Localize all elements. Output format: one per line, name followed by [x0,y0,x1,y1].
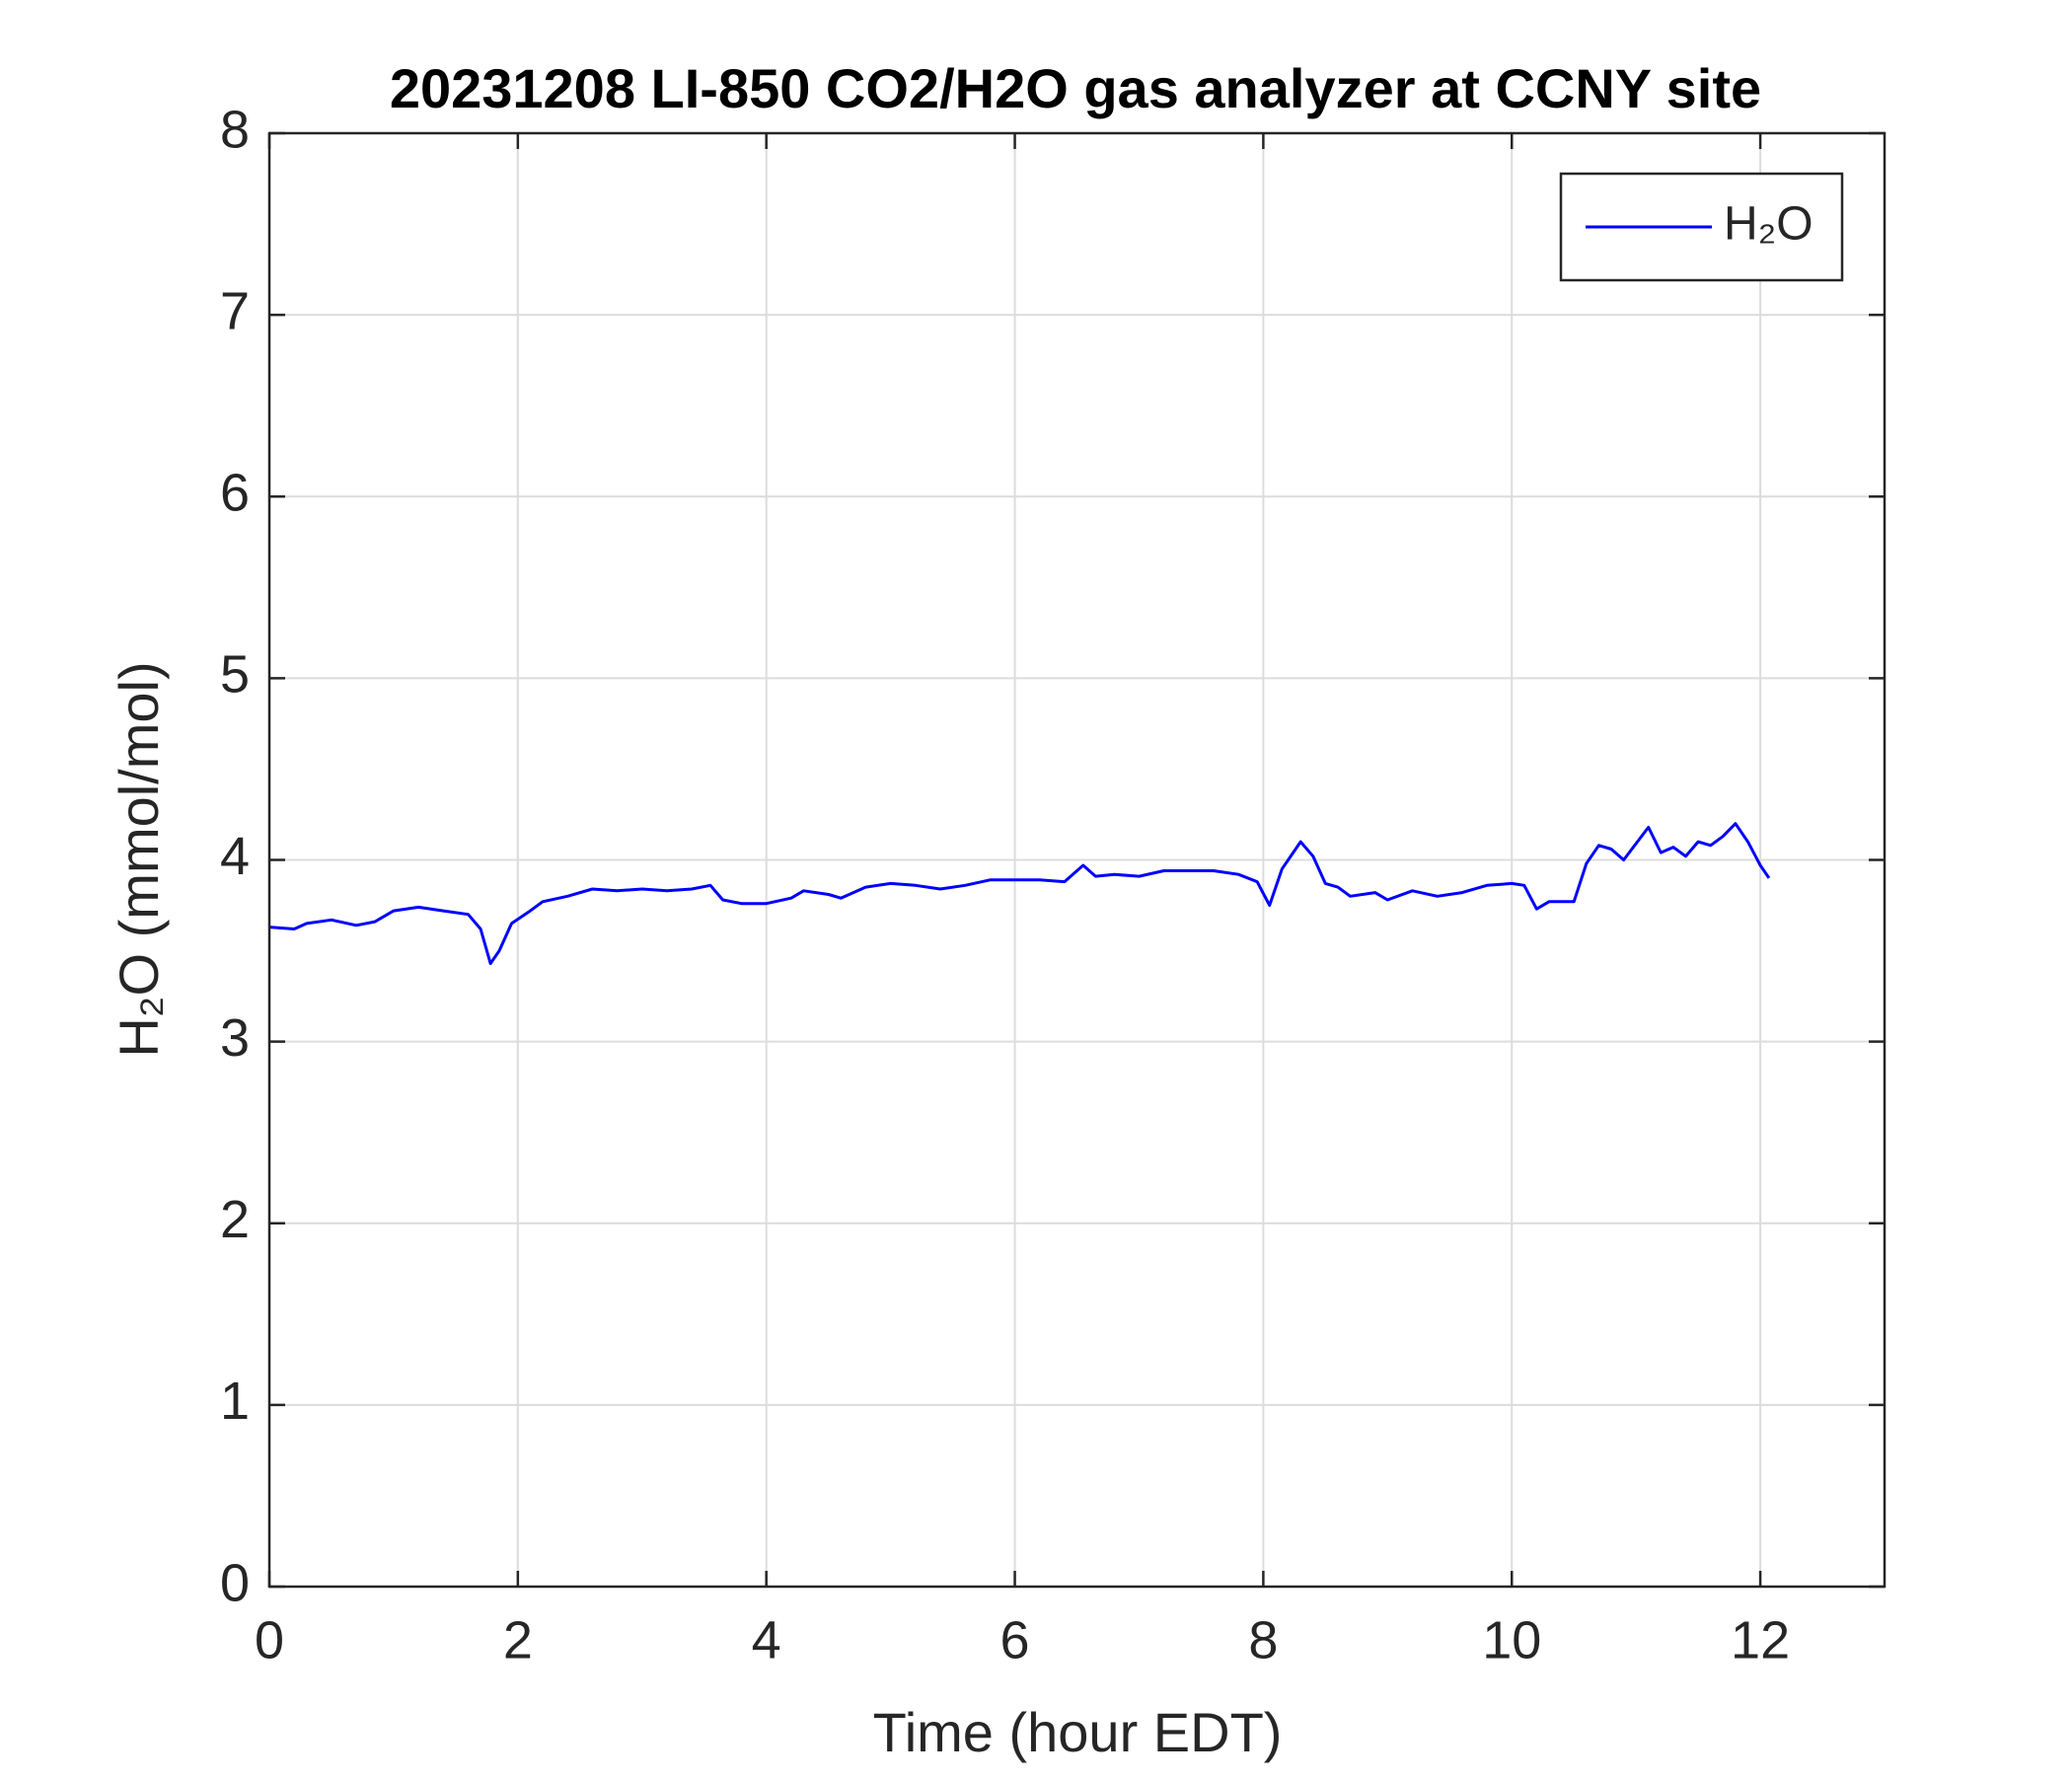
y-tick-label: 5 [220,645,250,705]
y-tick-label: 0 [220,1553,250,1612]
y-tick-label: 6 [220,464,250,523]
chart-title: 20231208 LI-850 CO2/H2O gas analyzer at … [390,57,1761,119]
y-tick-label: 2 [220,1190,250,1249]
y-tick-label: 7 [220,281,250,340]
x-axis-label: Time (hour EDT) [873,1701,1283,1763]
legend-label: H₂O [1724,198,1813,251]
x-tick-label: 2 [503,1610,533,1670]
x-tick-label: 12 [1731,1610,1790,1670]
x-tick-label: 0 [255,1610,284,1670]
x-tick-label: 4 [752,1610,781,1670]
y-tick-label: 1 [220,1372,250,1431]
y-tick-label: 4 [220,827,250,886]
x-tick-label: 6 [1000,1610,1030,1670]
x-tick-label: 10 [1482,1610,1541,1670]
y-tick-label: 3 [220,1008,250,1068]
x-tick-label: 8 [1248,1610,1278,1670]
data-line [268,822,1771,965]
y-tick-label: 8 [220,100,250,159]
y-axis-label: H₂O (mmol/mol) [108,661,170,1057]
